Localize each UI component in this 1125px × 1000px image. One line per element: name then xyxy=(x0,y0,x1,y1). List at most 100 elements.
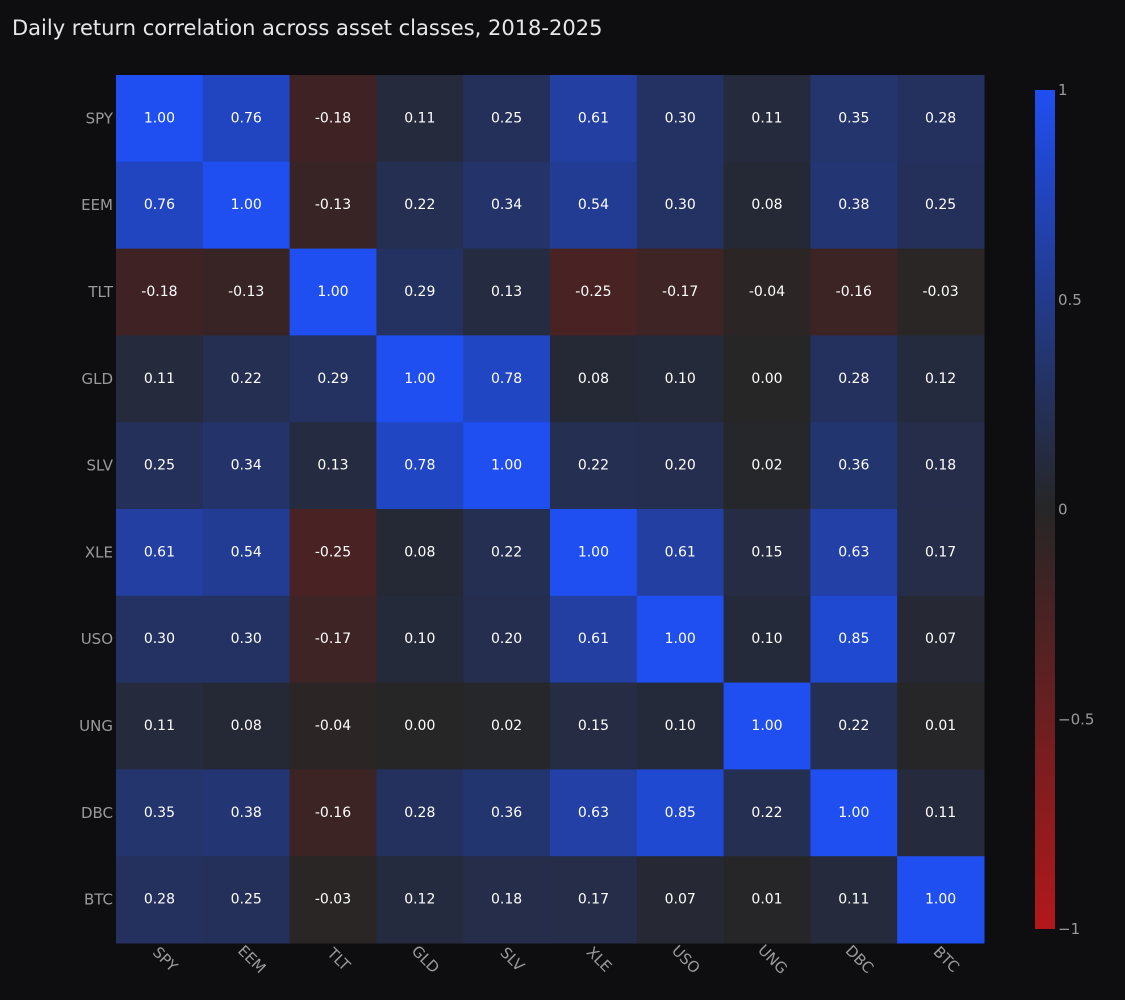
x-tick-label: USO xyxy=(668,942,704,978)
heatmap-cell xyxy=(116,335,204,423)
heatmap-cell-label: 0.08 xyxy=(231,718,262,734)
heatmap-cell xyxy=(202,595,291,684)
heatmap-cell xyxy=(202,509,291,597)
heatmap-cell-label: 0.17 xyxy=(925,544,956,560)
heatmap-cell-label: 0.36 xyxy=(491,805,522,821)
heatmap-cell xyxy=(810,595,898,684)
heatmap-cell xyxy=(897,595,985,684)
heatmap-cell-label: 0.12 xyxy=(925,371,956,387)
heatmap-cell-label: 1.00 xyxy=(491,458,522,474)
heatmap-cell-label: 0.11 xyxy=(144,718,175,734)
y-tick-label: SLV xyxy=(87,457,114,475)
heatmap-cell-label: 0.35 xyxy=(144,805,175,821)
x-tick-label: XLE xyxy=(583,943,616,976)
heatmap-cell-label: -0.25 xyxy=(575,284,611,300)
heatmap-cell-label: 0.61 xyxy=(665,544,696,560)
heatmap-cell-label: 0.30 xyxy=(665,110,696,126)
colorbar-tick-label: 1 xyxy=(1058,81,1068,99)
heatmap-cell xyxy=(550,509,638,597)
heatmap-cell xyxy=(636,422,725,510)
heatmap-cell xyxy=(289,335,377,423)
heatmap-cell xyxy=(202,769,291,857)
heatmap-cell xyxy=(897,682,985,770)
heatmap-cell xyxy=(636,595,725,684)
heatmap-cell-label: -0.25 xyxy=(315,544,351,560)
heatmap-cell xyxy=(376,769,464,857)
heatmap-cell xyxy=(636,856,725,944)
heatmap-cell xyxy=(897,75,985,163)
heatmap-cell-labels: 1.00 0.76 -0.18 0.11 0.25 0.61 0.30 0.11 0.35 0.2… xyxy=(141,110,958,907)
heatmap-cell xyxy=(202,248,291,336)
heatmap-cell-label: 0.28 xyxy=(144,892,175,908)
heatmap-cell-label: 0.30 xyxy=(231,631,262,647)
heatmap-cell-label: 0.12 xyxy=(404,892,435,908)
heatmap-cell xyxy=(810,769,898,857)
heatmap-cell-label: 0.13 xyxy=(317,458,348,474)
x-tick-label: BTC xyxy=(930,943,963,976)
heatmap-cell-label: 0.01 xyxy=(751,892,782,908)
heatmap-cell-label: 0.29 xyxy=(317,371,348,387)
heatmap-cell-label: 0.61 xyxy=(578,631,609,647)
heatmap-cell xyxy=(897,161,985,250)
colorbar-gradient xyxy=(1035,90,1055,929)
heatmap-cell xyxy=(636,335,725,423)
y-tick-label: TLT xyxy=(87,283,113,301)
y-tick-label: SPY xyxy=(86,109,114,127)
heatmap-cell xyxy=(550,682,638,770)
heatmap-cell-label: 0.28 xyxy=(925,110,956,126)
heatmap-cell xyxy=(463,682,551,770)
heatmap-cell xyxy=(202,75,291,163)
heatmap-cell-label: 0.30 xyxy=(144,631,175,647)
heatmap-cell xyxy=(202,335,291,423)
heatmap-cell-label: 0.22 xyxy=(404,197,435,213)
heatmap-cell-label: 0.08 xyxy=(578,371,609,387)
heatmap-cell xyxy=(376,595,464,684)
heatmap-cell xyxy=(116,856,204,944)
heatmap-cell-label: -0.17 xyxy=(662,284,698,300)
heatmap-cell-label: 0.18 xyxy=(925,458,956,474)
colorbar-tick-label: −1 xyxy=(1058,920,1080,938)
heatmap-cell xyxy=(723,682,811,770)
heatmap-cell xyxy=(116,248,204,336)
heatmap-cell-label: -0.17 xyxy=(315,631,351,647)
x-tick-label: EEM xyxy=(234,942,269,977)
heatmap-cell-label: 0.18 xyxy=(491,892,522,908)
heatmap-cell xyxy=(723,161,811,250)
heatmap-cell xyxy=(376,161,464,250)
heatmap-cell xyxy=(202,682,291,770)
heatmap-cell-label: 0.28 xyxy=(404,805,435,821)
heatmap-cell-label: 0.15 xyxy=(578,718,609,734)
heatmap-cell xyxy=(636,161,725,250)
heatmap-cell xyxy=(289,769,377,857)
heatmap-cell-label: 0.63 xyxy=(578,805,609,821)
heatmap-cell xyxy=(636,75,725,163)
heatmap-cell xyxy=(116,509,204,597)
heatmap-cell xyxy=(550,161,638,250)
heatmap-cell xyxy=(463,248,551,336)
heatmap-cell-label: 0.01 xyxy=(925,718,956,734)
heatmap-cell-label: 0.08 xyxy=(751,197,782,213)
y-tick-label: BTC xyxy=(84,891,113,909)
heatmap-cell-label: -0.04 xyxy=(749,284,785,300)
heatmap-cell xyxy=(897,769,985,857)
heatmap-cell-label: 0.22 xyxy=(231,371,262,387)
heatmap-cell xyxy=(897,248,985,336)
heatmap-cell-label: 0.30 xyxy=(665,197,696,213)
heatmap-cell-label: 0.00 xyxy=(751,371,782,387)
colorbar-tick-label: 0.5 xyxy=(1058,291,1082,309)
heatmap-cell xyxy=(463,75,551,163)
heatmap-cell-label: 1.00 xyxy=(925,892,956,908)
heatmap-cell-label: 0.22 xyxy=(578,458,609,474)
colorbar-ticks: 1 0.5 0 −0.5 −1 xyxy=(1058,81,1094,938)
heatmap-cell-label: 0.00 xyxy=(404,718,435,734)
x-tick-label: SLV xyxy=(497,944,529,976)
heatmap-cell xyxy=(463,856,551,944)
heatmap-cell xyxy=(463,769,551,857)
heatmap-cell-label: 0.28 xyxy=(838,371,869,387)
heatmap-cells xyxy=(116,75,985,944)
x-tick-label: TLT xyxy=(323,944,354,975)
heatmap-cell-label: -0.16 xyxy=(315,805,351,821)
heatmap-cell xyxy=(463,335,551,423)
heatmap-cell-label: 1.00 xyxy=(404,371,435,387)
heatmap-cell-label: 0.11 xyxy=(404,110,435,126)
